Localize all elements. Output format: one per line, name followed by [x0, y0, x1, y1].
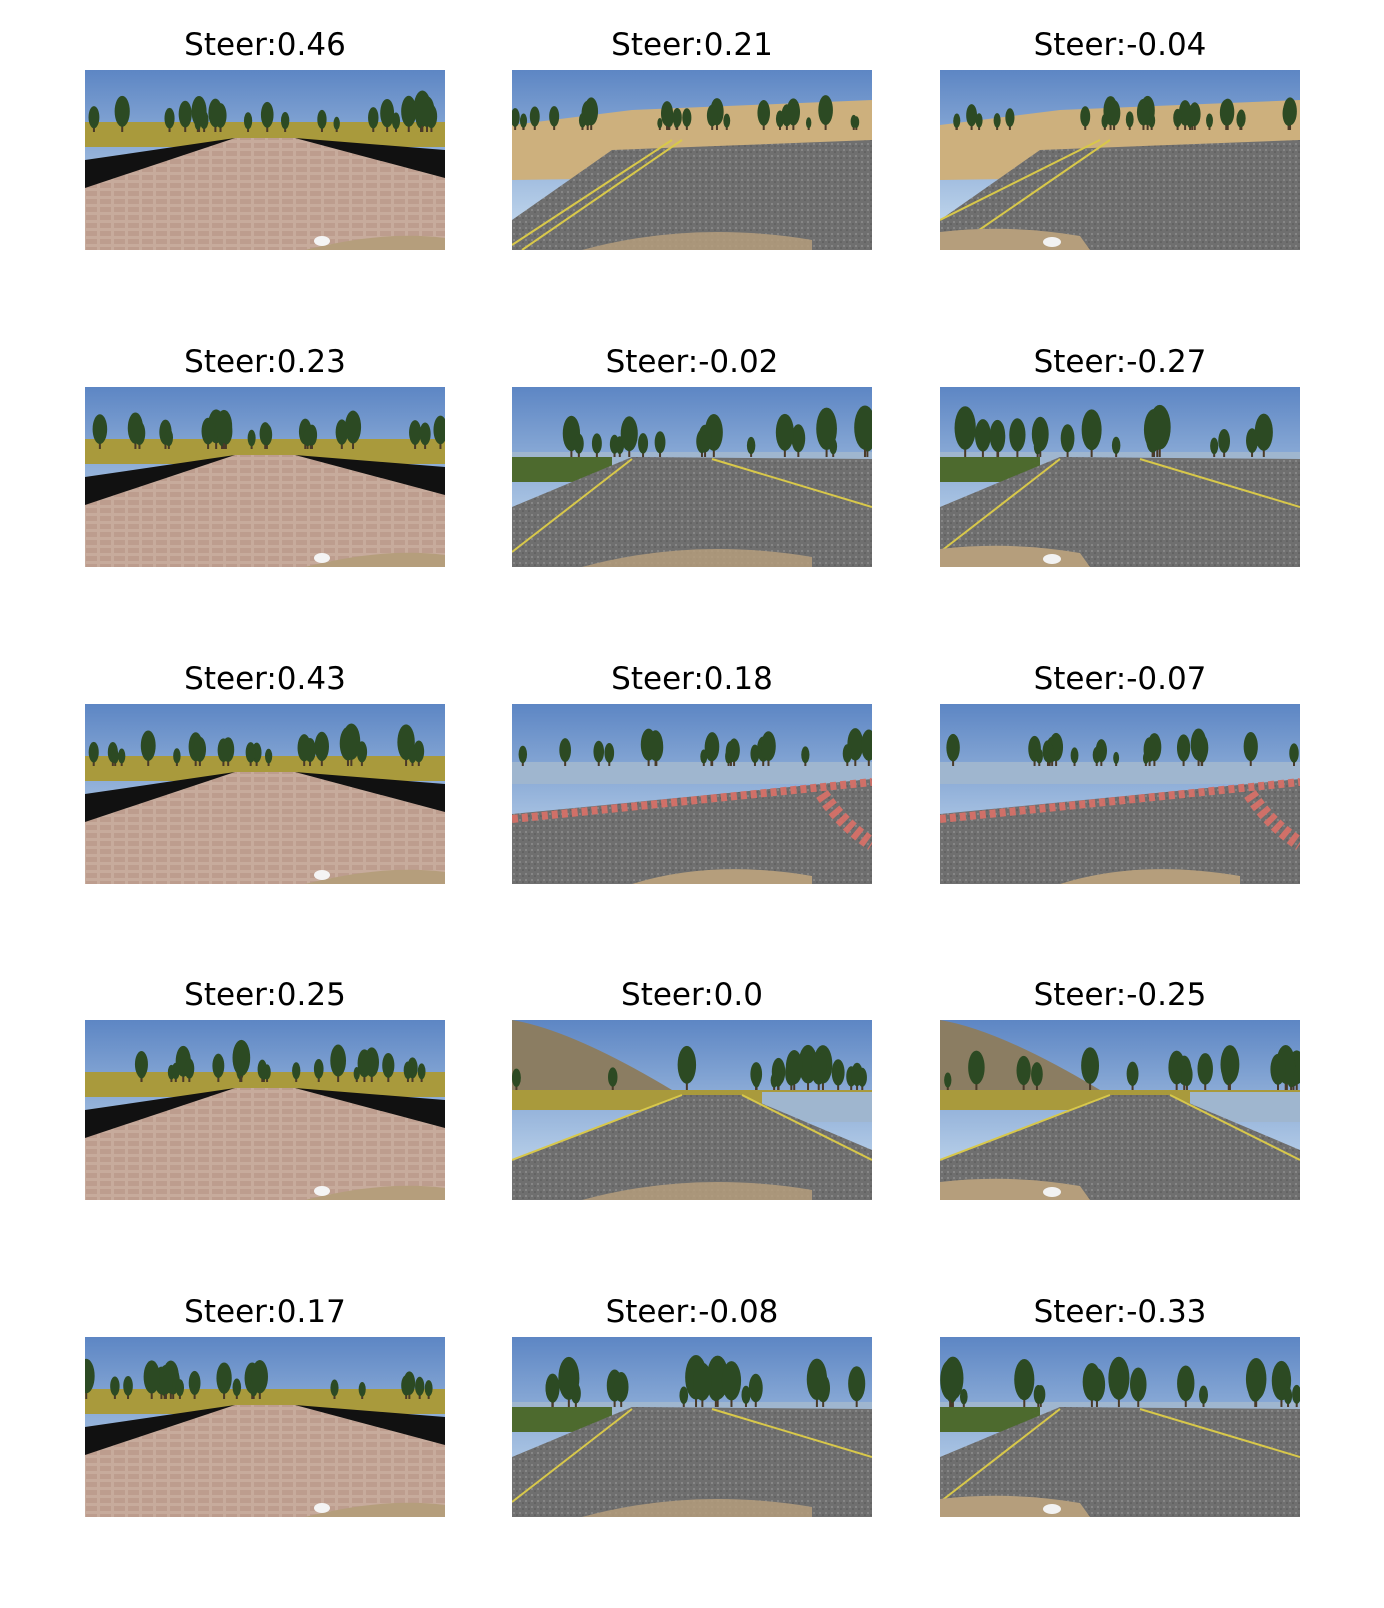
- camera-frame-image: [940, 1020, 1300, 1200]
- camera-frame-image: [940, 1337, 1300, 1517]
- steer-label: Steer:-0.33: [1033, 1294, 1207, 1330]
- camera-frame-image: [85, 1020, 445, 1200]
- camera-frame-image: [85, 1337, 445, 1517]
- steer-label: Steer:-0.25: [1033, 977, 1207, 1013]
- steer-label: Steer:0.25: [184, 977, 346, 1013]
- camera-frame-image: [940, 387, 1300, 567]
- steer-label: Steer:0.43: [184, 661, 346, 697]
- camera-frame-image: [85, 387, 445, 567]
- camera-frame-image: [512, 70, 872, 250]
- steer-label: Steer:-0.04: [1033, 27, 1207, 63]
- steer-label: Steer:0.0: [621, 977, 763, 1013]
- camera-frame-image: [940, 704, 1300, 884]
- steer-label: Steer:-0.08: [605, 1294, 779, 1330]
- steer-label: Steer:0.46: [184, 27, 346, 63]
- camera-frame-image: [512, 1020, 872, 1200]
- steer-label: Steer:0.18: [611, 661, 773, 697]
- camera-frame-image: [512, 387, 872, 567]
- camera-frame-image: [85, 704, 445, 884]
- steer-label: Steer:-0.02: [605, 344, 779, 380]
- camera-frame-image: [85, 70, 445, 250]
- steer-label: Steer:0.17: [184, 1294, 346, 1330]
- steer-label: Steer:0.23: [184, 344, 346, 380]
- camera-frame-image: [940, 70, 1300, 250]
- steer-label: Steer:-0.27: [1033, 344, 1207, 380]
- steer-label: Steer:-0.07: [1033, 661, 1207, 697]
- steer-label: Steer:0.21: [611, 27, 773, 63]
- camera-frame-image: [512, 704, 872, 884]
- camera-frame-image: [512, 1337, 872, 1517]
